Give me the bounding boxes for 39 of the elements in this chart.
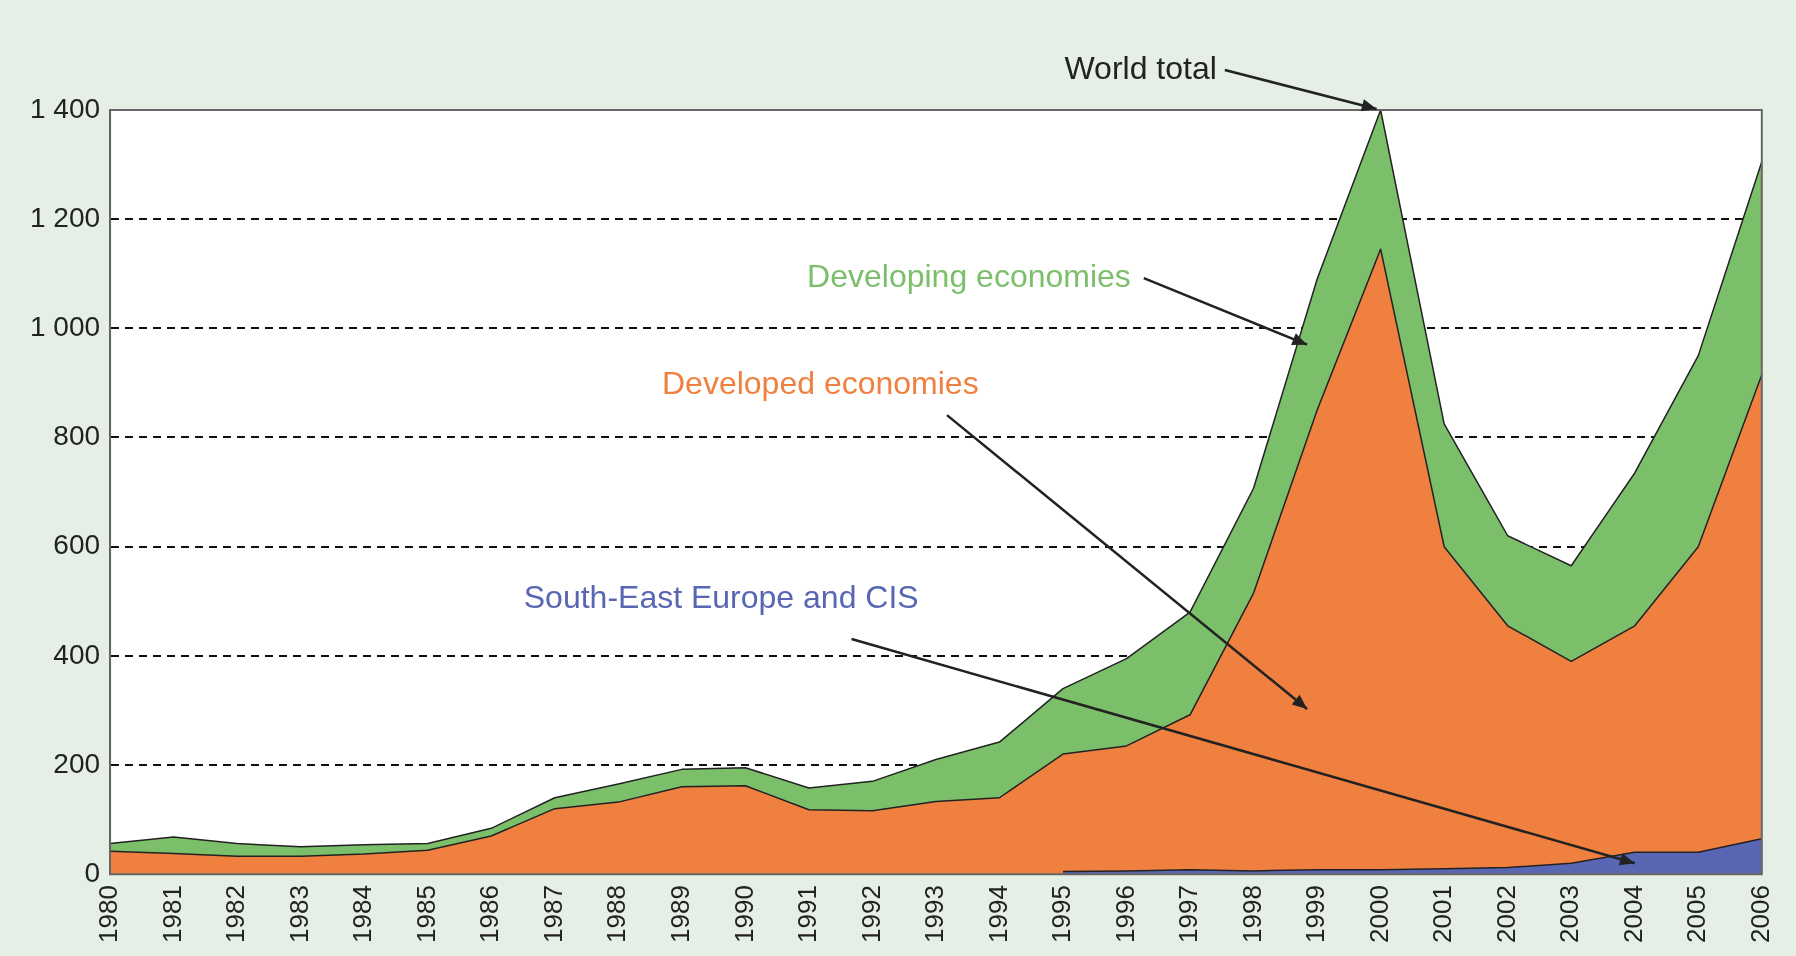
- x-tick-label: 2001: [1427, 885, 1458, 943]
- annotation: World total: [1064, 49, 1217, 86]
- x-tick-label: 1984: [347, 885, 378, 943]
- x-tick-label: 2005: [1681, 885, 1712, 943]
- x-tick-label: 1989: [664, 885, 695, 943]
- y-tick-label: 400: [53, 638, 101, 670]
- y-tick-label: 0: [84, 856, 101, 888]
- x-tick-label: 1980: [93, 885, 124, 943]
- x-tick-label: 1988: [601, 885, 632, 943]
- x-tick-label: 1991: [792, 885, 823, 943]
- y-tick-label: 600: [53, 529, 101, 561]
- x-tick-label: 1994: [982, 885, 1013, 943]
- y-tick-label: 800: [53, 420, 101, 452]
- x-tick-label: 1985: [410, 885, 441, 943]
- x-tick-label: 1999: [1300, 885, 1331, 943]
- x-tick-label: 1981: [156, 885, 187, 943]
- y-tick-label: 1 200: [29, 201, 101, 233]
- x-tick-label: 2002: [1490, 885, 1521, 943]
- x-tick-label: 1986: [474, 885, 505, 943]
- x-tick-label: 1996: [1109, 885, 1140, 943]
- x-tick-label: 1982: [220, 885, 251, 943]
- x-tick-label: 1990: [728, 885, 759, 943]
- x-tick-label: 2003: [1554, 885, 1585, 943]
- x-tick-label: 2000: [1363, 885, 1394, 943]
- text: South-East Europe and CIS: [523, 578, 919, 615]
- x-tick-label: 2006: [1744, 885, 1775, 943]
- text: Developing economies: [807, 257, 1131, 294]
- text: Developed economies: [661, 364, 979, 401]
- x-tick-label: 1997: [1173, 885, 1204, 943]
- y-tick-label: 1 400: [29, 92, 101, 124]
- x-tick-label: 2004: [1617, 885, 1648, 943]
- x-tick-label: 1987: [537, 885, 568, 943]
- x-tick-label: 1995: [1046, 885, 1077, 943]
- y-tick-label: 200: [53, 747, 101, 779]
- y-tick-label: 1 000: [29, 311, 101, 343]
- x-tick-label: 1998: [1236, 885, 1267, 943]
- x-tick-label: 1983: [283, 885, 314, 943]
- x-tick-label: 1993: [919, 885, 950, 943]
- x-tick-label: 1992: [855, 885, 886, 943]
